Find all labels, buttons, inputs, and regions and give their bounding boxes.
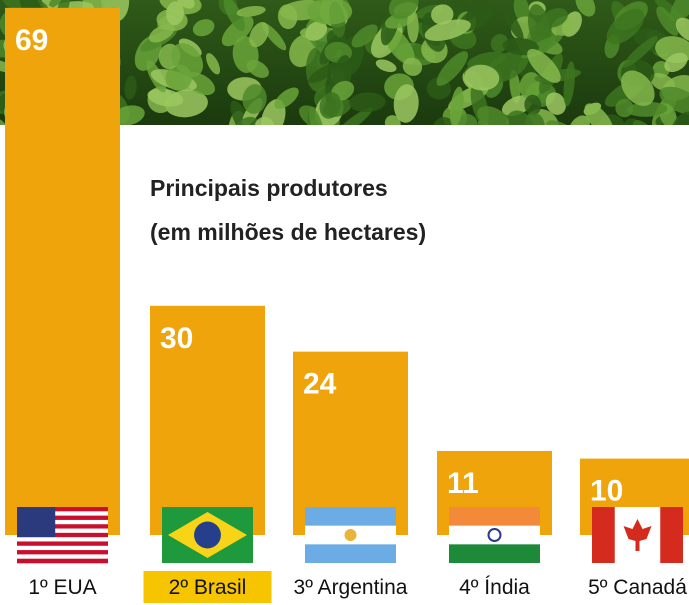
x-tick-label: 3º Argentina	[294, 576, 408, 599]
flag-sun	[345, 529, 357, 541]
flag	[17, 507, 108, 563]
x-tick-label: 1º EUA	[28, 576, 96, 599]
value-label: 10	[590, 475, 623, 508]
flag-band	[592, 507, 615, 563]
flag-stripe	[17, 550, 108, 555]
flag-stripe	[17, 546, 108, 551]
flag-band	[449, 507, 540, 526]
flag-stripe	[17, 537, 108, 542]
flag-band	[660, 507, 683, 563]
flag-stripe	[17, 541, 108, 546]
flag-stripe	[17, 559, 108, 564]
flag-canton	[17, 507, 55, 537]
flag	[449, 507, 540, 563]
flag-globe	[194, 522, 221, 549]
chart-subtitle: (em milhões de hectares)	[150, 219, 426, 245]
value-label: 69	[15, 24, 48, 57]
value-label: 30	[160, 322, 193, 355]
x-tick-label: 2º Brasil	[169, 576, 247, 599]
value-label: 24	[303, 368, 337, 401]
bar	[5, 8, 120, 535]
chart-title: Principais produtores	[150, 175, 388, 201]
flag-stripe	[17, 554, 108, 559]
flag	[305, 507, 396, 563]
flag	[592, 507, 683, 563]
x-tick-label: 4º Índia	[459, 576, 530, 599]
x-tick-label: 5º Canadá	[588, 576, 687, 599]
value-label: 11	[447, 467, 479, 500]
chart: Principais produtores (em milhões de hec…	[0, 0, 689, 605]
flag	[162, 507, 253, 563]
flag-band	[449, 544, 540, 563]
